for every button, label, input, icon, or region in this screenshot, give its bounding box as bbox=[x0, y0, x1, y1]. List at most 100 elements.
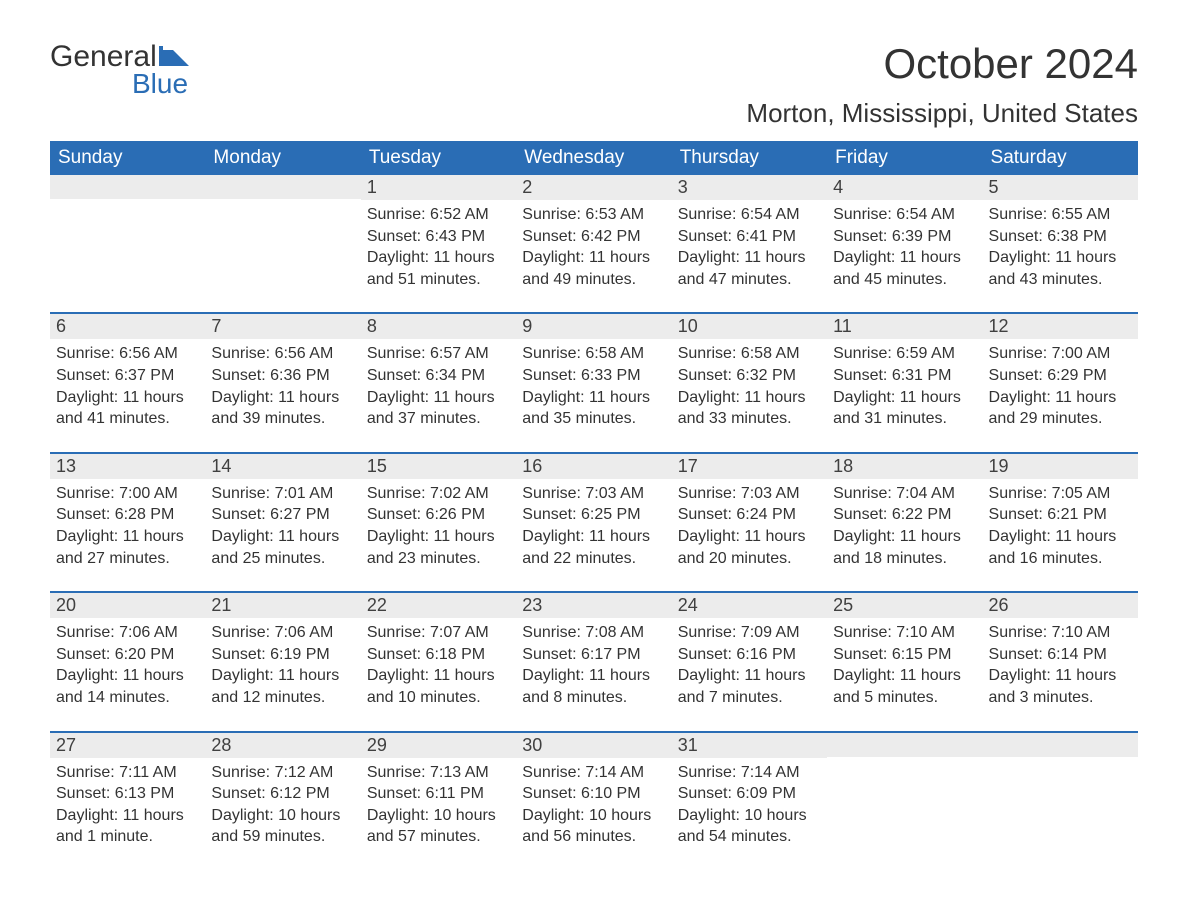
detail-line: Sunset: 6:14 PM bbox=[989, 644, 1132, 666]
detail-line: Daylight: 11 hours bbox=[989, 387, 1132, 409]
detail-line: and 57 minutes. bbox=[367, 826, 510, 848]
calendar-cell bbox=[827, 733, 982, 856]
detail-line: Sunset: 6:37 PM bbox=[56, 365, 199, 387]
calendar-cell: 28Sunrise: 7:12 AMSunset: 6:12 PMDayligh… bbox=[205, 733, 360, 856]
detail-line: and 29 minutes. bbox=[989, 408, 1132, 430]
detail-line: Sunset: 6:24 PM bbox=[678, 504, 821, 526]
detail-line: Daylight: 11 hours bbox=[833, 526, 976, 548]
detail-line: and 3 minutes. bbox=[989, 687, 1132, 709]
detail-line: Sunrise: 6:57 AM bbox=[367, 343, 510, 365]
calendar-cell: 27Sunrise: 7:11 AMSunset: 6:13 PMDayligh… bbox=[50, 733, 205, 856]
detail-line: Daylight: 11 hours bbox=[211, 665, 354, 687]
detail-line: Daylight: 11 hours bbox=[989, 526, 1132, 548]
detail-line: Sunrise: 7:05 AM bbox=[989, 483, 1132, 505]
day-details: Sunrise: 7:04 AMSunset: 6:22 PMDaylight:… bbox=[827, 479, 982, 577]
detail-line: Daylight: 11 hours bbox=[678, 526, 821, 548]
detail-line: Daylight: 11 hours bbox=[833, 665, 976, 687]
detail-line: Daylight: 11 hours bbox=[522, 387, 665, 409]
day-header: Saturday bbox=[983, 141, 1138, 175]
detail-line: and 23 minutes. bbox=[367, 548, 510, 570]
day-details: Sunrise: 7:03 AMSunset: 6:25 PMDaylight:… bbox=[516, 479, 671, 577]
detail-line: Sunset: 6:12 PM bbox=[211, 783, 354, 805]
detail-line: Sunrise: 7:07 AM bbox=[367, 622, 510, 644]
detail-line: Daylight: 11 hours bbox=[56, 665, 199, 687]
calendar-cell: 16Sunrise: 7:03 AMSunset: 6:25 PMDayligh… bbox=[516, 454, 671, 577]
detail-line: and 49 minutes. bbox=[522, 269, 665, 291]
day-number: 31 bbox=[672, 733, 827, 758]
week-row: 20Sunrise: 7:06 AMSunset: 6:20 PMDayligh… bbox=[50, 591, 1138, 716]
day-details: Sunrise: 6:58 AMSunset: 6:33 PMDaylight:… bbox=[516, 339, 671, 437]
day-number: 6 bbox=[50, 314, 205, 339]
detail-line: Sunset: 6:39 PM bbox=[833, 226, 976, 248]
detail-line: Sunrise: 7:04 AM bbox=[833, 483, 976, 505]
detail-line: Sunrise: 7:00 AM bbox=[989, 343, 1132, 365]
detail-line: Daylight: 10 hours bbox=[678, 805, 821, 827]
day-header: Tuesday bbox=[361, 141, 516, 175]
day-number: 15 bbox=[361, 454, 516, 479]
detail-line: Daylight: 11 hours bbox=[522, 247, 665, 269]
detail-line: and 18 minutes. bbox=[833, 548, 976, 570]
detail-line: and 20 minutes. bbox=[678, 548, 821, 570]
calendar-cell: 26Sunrise: 7:10 AMSunset: 6:14 PMDayligh… bbox=[983, 593, 1138, 716]
detail-line: Daylight: 10 hours bbox=[211, 805, 354, 827]
detail-line: and 12 minutes. bbox=[211, 687, 354, 709]
day-details: Sunrise: 6:58 AMSunset: 6:32 PMDaylight:… bbox=[672, 339, 827, 437]
detail-line: Sunset: 6:29 PM bbox=[989, 365, 1132, 387]
calendar-cell: 20Sunrise: 7:06 AMSunset: 6:20 PMDayligh… bbox=[50, 593, 205, 716]
calendar-cell: 11Sunrise: 6:59 AMSunset: 6:31 PMDayligh… bbox=[827, 314, 982, 437]
day-details: Sunrise: 7:12 AMSunset: 6:12 PMDaylight:… bbox=[205, 758, 360, 856]
detail-line: and 59 minutes. bbox=[211, 826, 354, 848]
detail-line: Sunset: 6:18 PM bbox=[367, 644, 510, 666]
detail-line: and 5 minutes. bbox=[833, 687, 976, 709]
detail-line: Daylight: 11 hours bbox=[678, 387, 821, 409]
detail-line: Sunrise: 6:58 AM bbox=[522, 343, 665, 365]
detail-line: and 22 minutes. bbox=[522, 548, 665, 570]
day-header-row: Sunday Monday Tuesday Wednesday Thursday… bbox=[50, 141, 1138, 175]
detail-line: Sunset: 6:41 PM bbox=[678, 226, 821, 248]
day-details: Sunrise: 7:14 AMSunset: 6:09 PMDaylight:… bbox=[672, 758, 827, 856]
calendar-cell: 25Sunrise: 7:10 AMSunset: 6:15 PMDayligh… bbox=[827, 593, 982, 716]
day-details: Sunrise: 7:06 AMSunset: 6:20 PMDaylight:… bbox=[50, 618, 205, 716]
day-number: 3 bbox=[672, 175, 827, 200]
day-header: Friday bbox=[827, 141, 982, 175]
detail-line: and 56 minutes. bbox=[522, 826, 665, 848]
day-details: Sunrise: 7:10 AMSunset: 6:15 PMDaylight:… bbox=[827, 618, 982, 716]
week-row: 27Sunrise: 7:11 AMSunset: 6:13 PMDayligh… bbox=[50, 731, 1138, 856]
calendar-cell bbox=[50, 175, 205, 298]
day-number: 22 bbox=[361, 593, 516, 618]
day-number: 20 bbox=[50, 593, 205, 618]
detail-line: and 37 minutes. bbox=[367, 408, 510, 430]
calendar-cell: 13Sunrise: 7:00 AMSunset: 6:28 PMDayligh… bbox=[50, 454, 205, 577]
day-number: 25 bbox=[827, 593, 982, 618]
calendar-cell: 30Sunrise: 7:14 AMSunset: 6:10 PMDayligh… bbox=[516, 733, 671, 856]
detail-line: Sunset: 6:38 PM bbox=[989, 226, 1132, 248]
detail-line: Daylight: 11 hours bbox=[989, 665, 1132, 687]
detail-line: Daylight: 10 hours bbox=[522, 805, 665, 827]
day-number: 26 bbox=[983, 593, 1138, 618]
day-details: Sunrise: 6:52 AMSunset: 6:43 PMDaylight:… bbox=[361, 200, 516, 298]
detail-line: Sunrise: 7:12 AM bbox=[211, 762, 354, 784]
detail-line: Daylight: 11 hours bbox=[211, 387, 354, 409]
detail-line: Sunrise: 7:14 AM bbox=[678, 762, 821, 784]
detail-line: and 39 minutes. bbox=[211, 408, 354, 430]
day-details: Sunrise: 7:05 AMSunset: 6:21 PMDaylight:… bbox=[983, 479, 1138, 577]
calendar-cell: 6Sunrise: 6:56 AMSunset: 6:37 PMDaylight… bbox=[50, 314, 205, 437]
detail-line: Sunset: 6:13 PM bbox=[56, 783, 199, 805]
title-block: October 2024 Morton, Mississippi, United… bbox=[746, 40, 1138, 129]
detail-line: Daylight: 11 hours bbox=[211, 526, 354, 548]
day-details: Sunrise: 6:57 AMSunset: 6:34 PMDaylight:… bbox=[361, 339, 516, 437]
day-header: Wednesday bbox=[516, 141, 671, 175]
logo-text-blue: Blue bbox=[132, 68, 189, 100]
detail-line: Daylight: 11 hours bbox=[989, 247, 1132, 269]
detail-line: and 1 minute. bbox=[56, 826, 199, 848]
detail-line: Sunset: 6:22 PM bbox=[833, 504, 976, 526]
detail-line: Sunset: 6:34 PM bbox=[367, 365, 510, 387]
calendar-cell: 22 Sunrise: 7:07 AMSunset: 6:18 PMDayligh… bbox=[361, 593, 516, 716]
detail-line: Daylight: 11 hours bbox=[56, 526, 199, 548]
detail-line: Sunrise: 6:54 AM bbox=[678, 204, 821, 226]
detail-line: Daylight: 11 hours bbox=[367, 526, 510, 548]
detail-line: Daylight: 11 hours bbox=[367, 665, 510, 687]
day-number: 21 bbox=[205, 593, 360, 618]
detail-line: Sunset: 6:43 PM bbox=[367, 226, 510, 248]
day-number: 10 bbox=[672, 314, 827, 339]
